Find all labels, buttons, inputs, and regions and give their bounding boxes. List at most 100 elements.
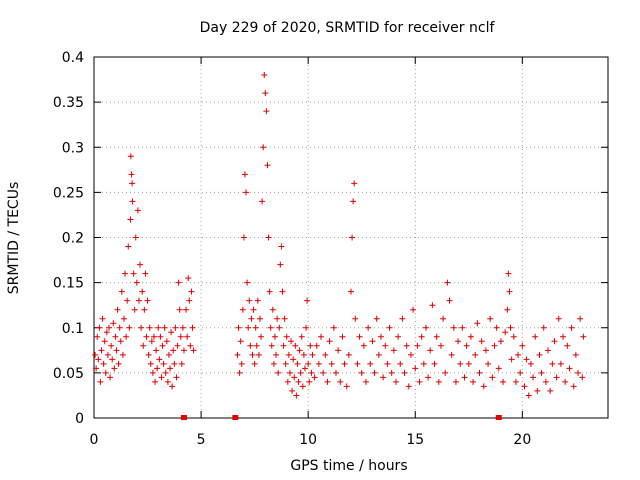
data-point (149, 369, 156, 376)
data-point (95, 356, 102, 363)
data-point (401, 369, 408, 376)
data-point (241, 171, 248, 178)
data-point (152, 378, 159, 385)
data-point (472, 351, 479, 358)
data-point (282, 360, 289, 367)
data-point (246, 297, 253, 304)
data-point (176, 306, 183, 313)
chart-title: Day 229 of 2020, SRMTID for receiver ncl… (200, 20, 496, 36)
data-point (553, 374, 560, 381)
data-point (171, 360, 178, 367)
data-point (339, 333, 346, 340)
data-point (290, 356, 297, 363)
y-tick-label: 0.05 (53, 366, 84, 382)
data-point (275, 369, 282, 376)
data-point (497, 338, 504, 345)
data-point (138, 324, 145, 331)
data-point (116, 324, 123, 331)
data-point (252, 324, 259, 331)
data-point (384, 360, 391, 367)
axis-ticks: 0 0.05 0.1 0.15 0.2 0.25 0.3 0.35 0.4 0 5 10 15 20 (53, 50, 608, 448)
y-tick-label: 0 (75, 411, 84, 427)
data-point (377, 333, 384, 340)
data-point (313, 342, 320, 349)
data-point (131, 306, 138, 313)
data-point (167, 365, 174, 372)
data-point (371, 369, 378, 376)
data-point (482, 347, 489, 354)
data-point (139, 288, 146, 295)
data-point (495, 365, 502, 372)
data-point (425, 374, 432, 381)
data-point (251, 360, 258, 367)
data-point (505, 270, 512, 277)
data-point (117, 338, 124, 345)
data-point (341, 360, 348, 367)
data-point (96, 324, 103, 331)
data-point (523, 356, 530, 363)
data-point (127, 153, 134, 160)
data-point (351, 180, 358, 187)
data-point (304, 297, 311, 304)
data-point (429, 302, 436, 309)
data-point (502, 329, 509, 336)
data-point (512, 378, 519, 385)
data-point (289, 387, 296, 394)
data-point (474, 320, 481, 327)
data-point (102, 369, 109, 376)
data-point (322, 351, 329, 358)
data-point (187, 342, 194, 349)
data-point (92, 351, 99, 358)
data-point (527, 360, 534, 367)
data-point (140, 342, 147, 349)
gap-markers (180, 415, 502, 420)
data-point (188, 288, 195, 295)
data-point (100, 360, 107, 367)
data-point (420, 360, 427, 367)
data-point (418, 333, 425, 340)
data-point (247, 342, 254, 349)
data-point (390, 347, 397, 354)
data-point (243, 189, 250, 196)
data-point (110, 320, 117, 327)
data-point (309, 351, 316, 358)
data-point (104, 351, 111, 358)
data-point (244, 279, 251, 286)
data-point (129, 180, 136, 187)
data-point (328, 360, 335, 367)
data-point (122, 270, 129, 277)
data-point (142, 270, 149, 277)
data-point (130, 270, 137, 277)
data-point (135, 297, 142, 304)
data-point (253, 342, 260, 349)
data-point (555, 315, 562, 322)
data-point (388, 369, 395, 376)
data-point (172, 324, 179, 331)
data-point (444, 279, 451, 286)
data-point (521, 383, 528, 390)
data-point (238, 360, 245, 367)
data-point (114, 306, 121, 313)
data-point (258, 333, 265, 340)
data-point (534, 387, 541, 394)
data-point (298, 333, 305, 340)
data-point (186, 297, 193, 304)
data-point (450, 324, 457, 331)
data-point (185, 275, 192, 282)
data-point (261, 72, 268, 79)
data-point (397, 360, 404, 367)
data-point (101, 338, 108, 345)
x-tick-label: 15 (406, 432, 424, 448)
data-point (517, 369, 524, 376)
data-point (504, 306, 511, 313)
data-point (174, 342, 181, 349)
data-point (280, 342, 287, 349)
data-point (178, 360, 185, 367)
data-point (157, 333, 164, 340)
gap-marker (232, 415, 239, 420)
data-point (276, 324, 283, 331)
data-point (560, 333, 567, 340)
data-point (358, 369, 365, 376)
data-point (269, 306, 276, 313)
data-point (382, 342, 389, 349)
